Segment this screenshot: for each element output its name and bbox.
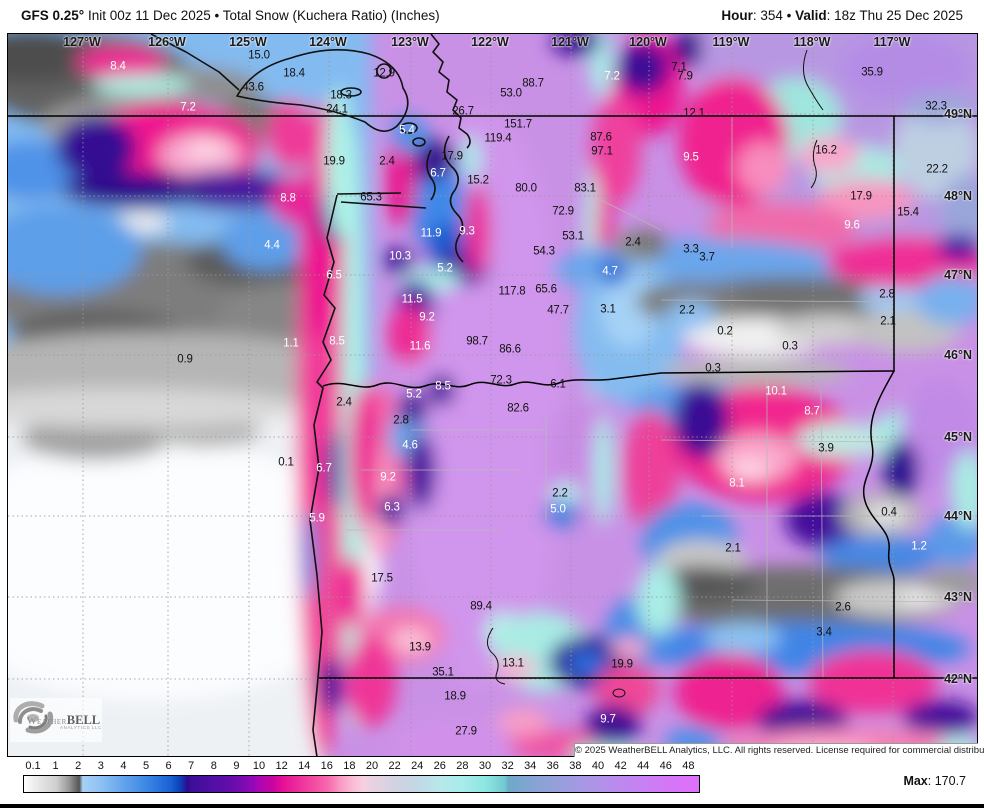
legend-tick: 28 [456,760,469,772]
legend-tick: 32 [501,760,514,772]
legend-tick: 4 [120,760,127,772]
legend-tick: 5 [142,760,150,772]
legend-tick: 42 [614,760,627,772]
rivers-lakes [487,49,824,698]
legend-tick: 2 [75,760,82,772]
valid-value: : 18z Thu 25 Dec 2025 [826,8,963,23]
legend-bar: 0.1 1 2 3 4 5 6 7 8 9 10 12 14 16 18 20 22 24 26 28 30 32 34 36… [0,757,984,804]
hour-value: : 354 • [752,8,796,23]
copyright-notice: © 2025 WeatherBELL Analytics, LLC. All r… [574,743,984,757]
legend-tick: 40 [591,760,605,772]
coastline [150,34,471,756]
legend-tick: 1 [52,760,59,772]
legend-tick: 3 [97,760,104,772]
model-name: GFS 0.25° [21,8,85,23]
map-frame [7,33,978,757]
state-borders [8,115,977,679]
legend-tick: 24 [411,760,424,772]
legend-tick: 14 [298,760,311,772]
header-bar: GFS 0.25° Init 00z 11 Dec 2025 • Total S… [0,0,984,33]
max-label: Max [903,774,928,788]
snow-field-blobs [8,34,977,756]
legend-tick: 48 [682,760,695,772]
county-borders [346,116,977,679]
legend-tick: 0.1 [25,760,41,772]
title-rest: Init 00z 11 Dec 2025 • Total Snow (Kuche… [84,8,440,23]
legend-tick: 44 [637,760,650,772]
legend-tick: 7 [188,760,195,772]
weatherbell-logo: WeatherBELL Analytics LLC [10,698,102,742]
legend-tick: 12 [275,760,288,772]
legend-tick: 9 [233,760,240,772]
legend-tick: 36 [546,760,559,772]
legend-tick: 38 [569,760,582,772]
legend-tick: 22 [388,760,401,772]
legend-tick: 26 [433,760,446,772]
max-value: Max: 170.7 [903,774,966,788]
hour-label: Hour [721,8,753,23]
bottom-edge-line [0,804,984,808]
legend-tick: 46 [659,760,672,772]
valid-label: Valid [795,8,827,23]
legend-tick: 6 [165,760,172,772]
graticule [8,34,977,756]
legend-tick: 8 [210,760,217,772]
logo-bell: BELL [66,713,101,727]
legend-tick: 34 [524,760,537,772]
logo-weather: Weather [27,716,67,727]
legend-tick: 18 [343,760,356,772]
weather-map-graphic [8,34,977,756]
legend-tick: 10 [252,760,266,772]
weatherbell-wordmark: WeatherBELL [27,711,100,729]
map-title: GFS 0.25° Init 00z 11 Dec 2025 • Total S… [21,8,440,23]
max-number: : 170.7 [927,774,966,788]
logo-subtitle: Analytics LLC [60,725,102,730]
color-scale [23,775,700,793]
legend-tick: 20 [365,760,379,772]
weatherbell-swirl-icon [13,701,54,734]
legend-tick: 30 [478,760,492,772]
legend-tick: 16 [320,760,333,772]
valid-time: Hour: 354 • Valid: 18z Thu 25 Dec 2025 [721,8,963,23]
